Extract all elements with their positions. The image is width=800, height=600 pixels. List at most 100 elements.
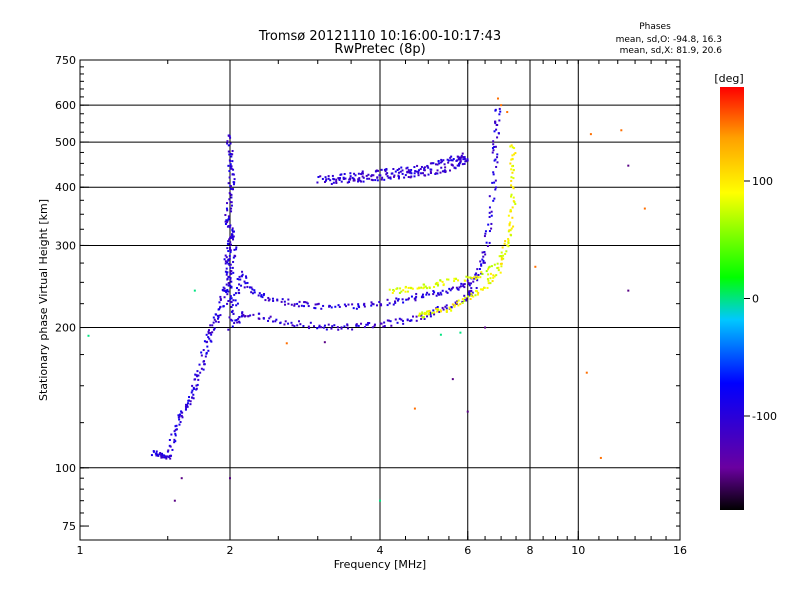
data-point [509, 210, 512, 213]
data-point [493, 181, 496, 184]
data-point [241, 270, 244, 273]
data-point [488, 195, 491, 198]
data-point [180, 477, 183, 480]
data-point [500, 258, 503, 261]
data-point [283, 300, 286, 303]
data-point [229, 201, 232, 204]
data-point [451, 303, 454, 306]
data-point [464, 279, 467, 282]
data-point [436, 281, 439, 284]
data-point [268, 298, 271, 301]
data-point [353, 179, 356, 182]
data-point [469, 276, 472, 279]
data-point [420, 172, 423, 175]
data-point [207, 349, 210, 352]
data-point [320, 326, 323, 329]
data-point [290, 321, 293, 324]
data-point [457, 158, 460, 161]
data-point [463, 156, 466, 159]
data-point [307, 305, 310, 308]
data-point [206, 345, 209, 348]
data-point [188, 396, 191, 399]
data-point [415, 292, 418, 295]
data-point [398, 317, 401, 320]
data-point [388, 288, 391, 291]
data-point [488, 215, 491, 218]
data-point [491, 151, 494, 154]
data-point [329, 179, 332, 182]
data-point [445, 310, 448, 313]
data-point [440, 158, 443, 161]
data-point [229, 163, 232, 166]
data-point [361, 175, 364, 178]
data-point [340, 327, 343, 330]
data-point [296, 302, 299, 305]
data-point [225, 291, 228, 294]
data-point [454, 167, 457, 170]
data-point [227, 242, 230, 245]
data-point [322, 326, 325, 329]
data-point [325, 328, 328, 331]
data-point [379, 499, 381, 502]
data-point [423, 169, 426, 172]
data-point [269, 315, 272, 318]
data-point [500, 265, 503, 268]
data-point [155, 454, 158, 457]
data-point [448, 287, 451, 290]
data-point [291, 324, 294, 327]
data-point [227, 259, 230, 262]
data-point [430, 168, 433, 171]
data-point [231, 160, 234, 163]
data-point [494, 122, 497, 125]
data-point [227, 215, 230, 218]
data-point [189, 403, 192, 406]
data-point [383, 321, 386, 324]
data-point [417, 171, 420, 174]
data-point [207, 329, 210, 332]
data-point [413, 172, 416, 175]
data-point [386, 319, 389, 322]
data-point [226, 225, 229, 228]
data-point [399, 170, 402, 173]
colorbar-tick-label: 0 [752, 293, 759, 306]
data-point [224, 262, 227, 265]
data-point [197, 378, 200, 381]
data-point [229, 284, 232, 287]
data-point [499, 271, 502, 274]
data-point [428, 293, 431, 296]
data-point [463, 162, 466, 165]
data-point [355, 324, 358, 327]
data-point [429, 311, 432, 314]
data-point [216, 314, 219, 317]
data-point [229, 266, 232, 269]
data-point [230, 193, 233, 196]
data-point [398, 292, 401, 295]
data-point [232, 183, 235, 186]
data-point [335, 181, 338, 184]
data-point [467, 276, 470, 279]
data-point [384, 170, 387, 173]
data-point [436, 163, 439, 166]
data-point [490, 227, 493, 230]
data-point [444, 170, 447, 173]
data-point [457, 155, 460, 158]
data-point [402, 301, 405, 304]
data-point [477, 291, 480, 294]
data-point [461, 163, 464, 166]
data-point [457, 279, 460, 282]
data-point [246, 285, 249, 288]
data-point [589, 133, 592, 136]
y-tick-label: 100 [55, 462, 76, 475]
data-point [344, 305, 347, 308]
data-point [470, 295, 473, 298]
data-point [426, 291, 429, 294]
data-point [508, 223, 511, 226]
data-point [402, 322, 405, 325]
data-point [180, 414, 183, 417]
x-tick-label: 8 [527, 544, 534, 557]
data-point [181, 411, 184, 414]
data-point [463, 294, 466, 297]
data-point [386, 304, 389, 307]
data-point [230, 210, 233, 213]
data-point [429, 162, 432, 165]
